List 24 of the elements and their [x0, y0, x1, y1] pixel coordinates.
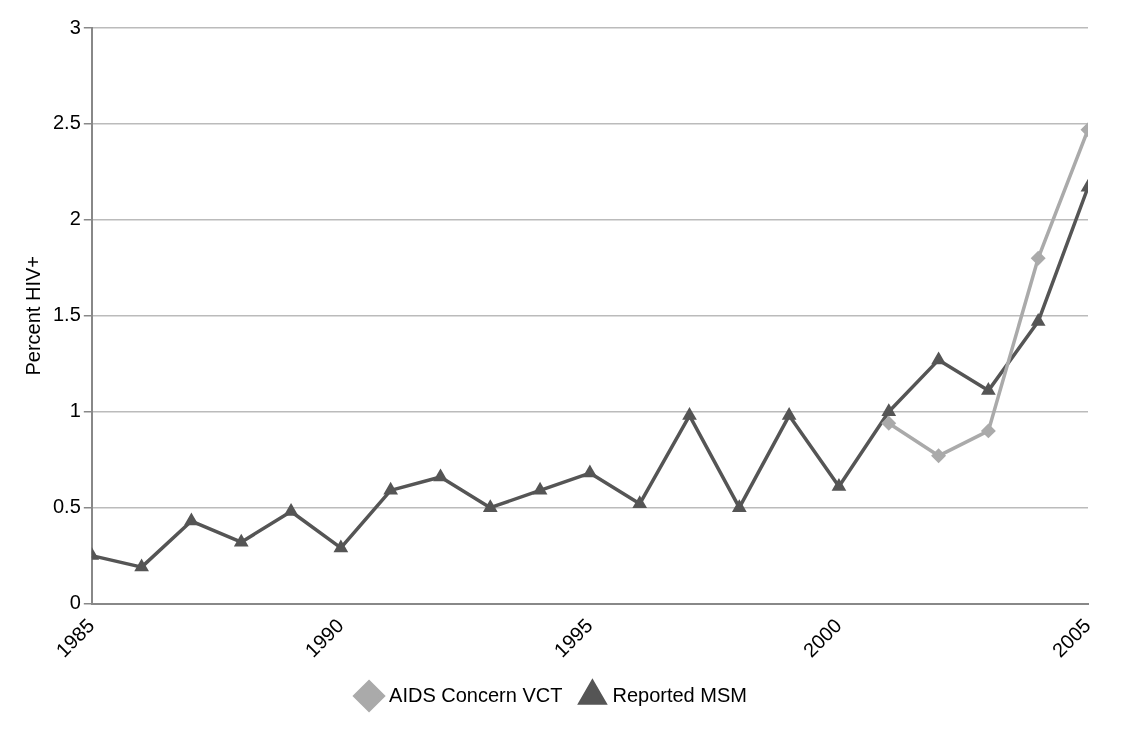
point — [1031, 251, 1045, 265]
point — [484, 500, 497, 512]
point — [981, 424, 996, 438]
point — [683, 408, 696, 420]
point — [882, 404, 895, 416]
point — [284, 504, 298, 516]
point — [733, 500, 746, 512]
point — [982, 383, 995, 395]
legend-label: Reported MSM — [612, 683, 747, 706]
y-tick-label: 2 — [69, 207, 81, 230]
y-tick-label: 0.5 — [52, 495, 81, 518]
point — [383, 481, 398, 495]
point — [832, 479, 846, 491]
y-tick-label: 2.5 — [52, 111, 81, 134]
y-tick-label: 0 — [69, 591, 81, 614]
y-tick-label: 1.5 — [52, 303, 81, 326]
y-tick-label: 1 — [69, 399, 81, 422]
y-axis-title: Percent HIV+ — [21, 256, 44, 376]
point — [533, 481, 548, 495]
point — [882, 416, 896, 430]
point — [1032, 314, 1045, 326]
y-tick-label: 3 — [69, 15, 81, 38]
point — [931, 449, 946, 463]
legend-label: AIDS Concern VCT — [389, 683, 563, 706]
